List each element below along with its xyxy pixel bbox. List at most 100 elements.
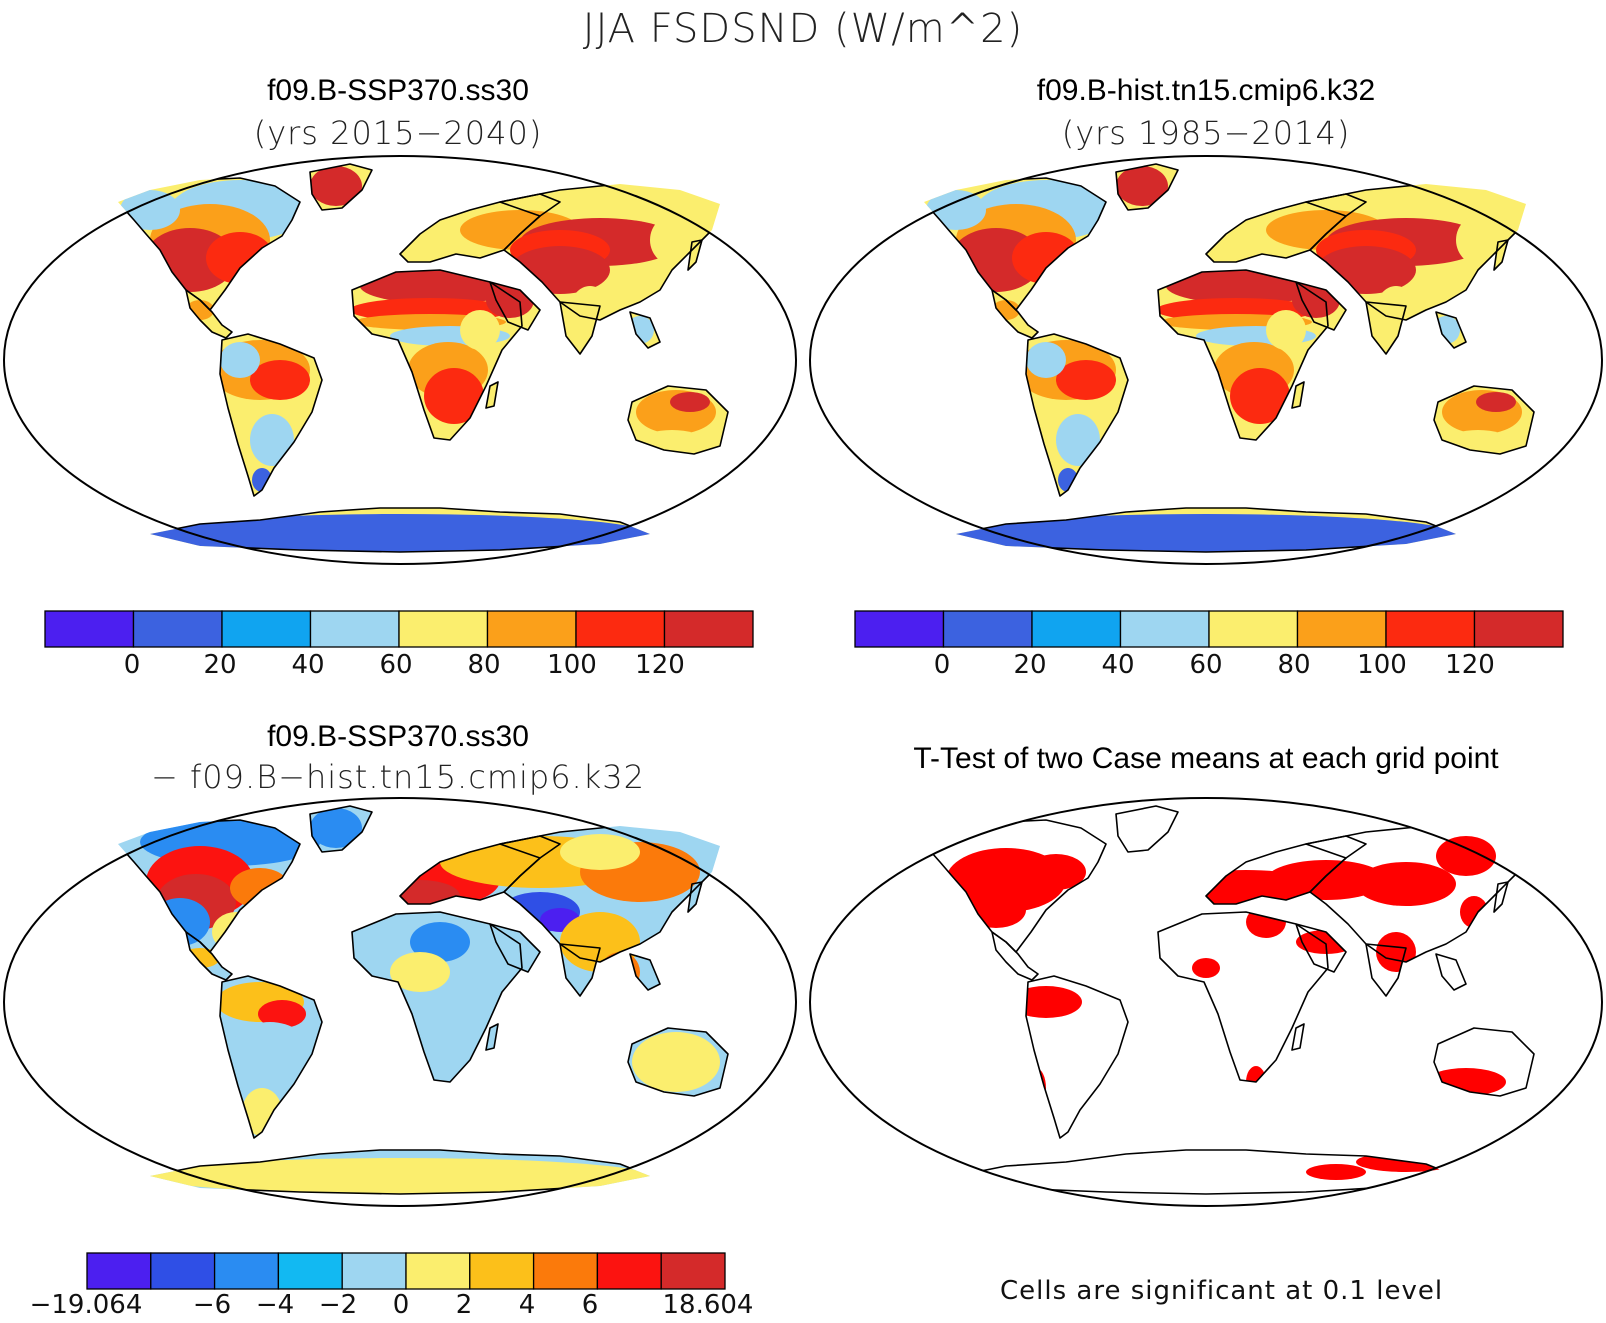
tick-label: 4: [518, 1290, 536, 1320]
field-patch: [460, 310, 500, 350]
field-patch: [410, 922, 470, 962]
colorbar-cell: [341, 1252, 407, 1290]
coastline-antarctica: [149, 507, 651, 553]
field-patch: [1230, 368, 1290, 424]
coastline-africa: [351, 269, 523, 441]
colorbar-cell: [469, 1252, 535, 1290]
coastline-northAmerica: [923, 819, 1107, 953]
coastline-australia: [1433, 385, 1535, 455]
coastline-madagascar: [1291, 381, 1305, 409]
field-patch: [1116, 166, 1168, 206]
field-patch: [310, 166, 362, 206]
tick-label: −4: [255, 1290, 295, 1320]
field-patch: [670, 392, 710, 412]
field-patch: [1448, 430, 1508, 450]
panel-subtitle-bottom-left: − f09.B−hist.tn15.cmip6.k32: [151, 758, 645, 796]
coastline-centralAmerica: [185, 931, 233, 981]
coastline-australia: [1433, 1027, 1535, 1097]
panel-subtitle-top-left: (yrs 2015−2040): [253, 114, 543, 152]
coastline-greenland: [309, 805, 373, 853]
coastline-madagascar: [485, 1023, 499, 1051]
coastline-seAsia: [629, 953, 661, 991]
colorbar-cell: [486, 610, 577, 648]
colorbar-cell: [1031, 610, 1122, 648]
coastline-antarctica: [955, 507, 1457, 553]
colorbar-cell: [854, 610, 945, 648]
tick-label: 80: [467, 650, 501, 680]
colorbar-cell: [405, 1252, 471, 1290]
field-patch: [1266, 310, 1306, 350]
significant-cell: [1266, 860, 1386, 900]
panel-subtitle-top-right: (yrs 1985−2014): [1061, 114, 1351, 152]
significant-cell: [1192, 958, 1220, 978]
field-patch: [560, 834, 640, 870]
tick-label: 60: [379, 650, 413, 680]
significant-cell: [1306, 1164, 1366, 1180]
colorbar-cell: [398, 610, 489, 648]
coastlines: [923, 163, 1535, 553]
field-patch: [250, 360, 310, 400]
field-patch: [424, 368, 484, 424]
coastline-arabia: [1295, 281, 1347, 331]
coastline-northAmerica: [117, 819, 301, 953]
coastline-southAmerica: [1025, 975, 1129, 1139]
coastline-seAsia: [1435, 311, 1467, 349]
map-panel-ttest: [809, 797, 1603, 1207]
map-panel-historical-case: [809, 155, 1603, 565]
coastline-madagascar: [1291, 1023, 1305, 1051]
field-patch: [1456, 212, 1516, 268]
colorbar-cell: [1208, 610, 1299, 648]
colorbar-ticks-future-case: 0 20 40 60 80 100 120: [44, 650, 754, 684]
tick-label: 100: [1357, 650, 1407, 680]
coastline-japan: [687, 239, 703, 271]
coastline-seAsia: [1435, 953, 1467, 991]
coastline-centralAmerica: [991, 931, 1039, 981]
map-border: [3, 155, 797, 565]
coastline-greenland: [309, 163, 373, 211]
tick-label: 20: [1013, 650, 1047, 680]
coastline-india: [1365, 943, 1407, 997]
coastline-arabia: [489, 923, 541, 973]
colorbar-cell: [309, 610, 400, 648]
map-border: [809, 155, 1603, 565]
map-border: [809, 797, 1603, 1207]
coastline-japan: [1493, 239, 1509, 271]
field-patch: [310, 808, 362, 848]
coastline-centralAmerica: [185, 289, 233, 339]
panel-title-bottom-left: f09.B-SSP370.ss30: [267, 720, 529, 753]
colorbar-cell: [44, 610, 135, 648]
field-patch: [956, 514, 1456, 552]
tick-label: 40: [291, 650, 325, 680]
tick-label: 40: [1101, 650, 1135, 680]
coastline-northAmerica: [923, 177, 1107, 311]
coastline-africa: [1157, 269, 1329, 441]
coastline-arabia: [489, 281, 541, 331]
significant-cell: [1026, 854, 1086, 890]
colorbar-cell: [575, 610, 666, 648]
colorbar-cell: [86, 1252, 152, 1290]
field-patch: [1026, 342, 1066, 378]
field-patch: [258, 1000, 306, 1028]
panel-title-bottom-right: T-Test of two Case means at each grid po…: [913, 742, 1499, 775]
coastline-southAmerica: [219, 975, 323, 1139]
coastline-greenland: [1115, 163, 1179, 211]
coastline-india: [1365, 301, 1407, 355]
colorbar-cell: [132, 610, 223, 648]
coastline-southAmerica: [219, 333, 323, 497]
significance-note: Cells are significant at 0.1 level: [1000, 1276, 1444, 1306]
coastline-india: [559, 301, 601, 355]
tick-label: 0: [123, 650, 141, 680]
field-patch: [250, 414, 294, 466]
map-panel-future-case: [3, 155, 797, 565]
coastline-australia: [627, 1027, 729, 1097]
tick-label: 60: [1189, 650, 1223, 680]
colorbar-cell: [1473, 610, 1564, 648]
field-patch: [632, 1032, 720, 1092]
coastline-madagascar: [485, 381, 499, 409]
colorbar-difference: [86, 1252, 726, 1290]
tick-label: 0: [392, 1290, 410, 1320]
colorbar-future-case: [44, 610, 754, 648]
tick-label: 6: [581, 1290, 599, 1320]
tick-label: 100: [547, 650, 597, 680]
field-patch: [1056, 414, 1100, 466]
